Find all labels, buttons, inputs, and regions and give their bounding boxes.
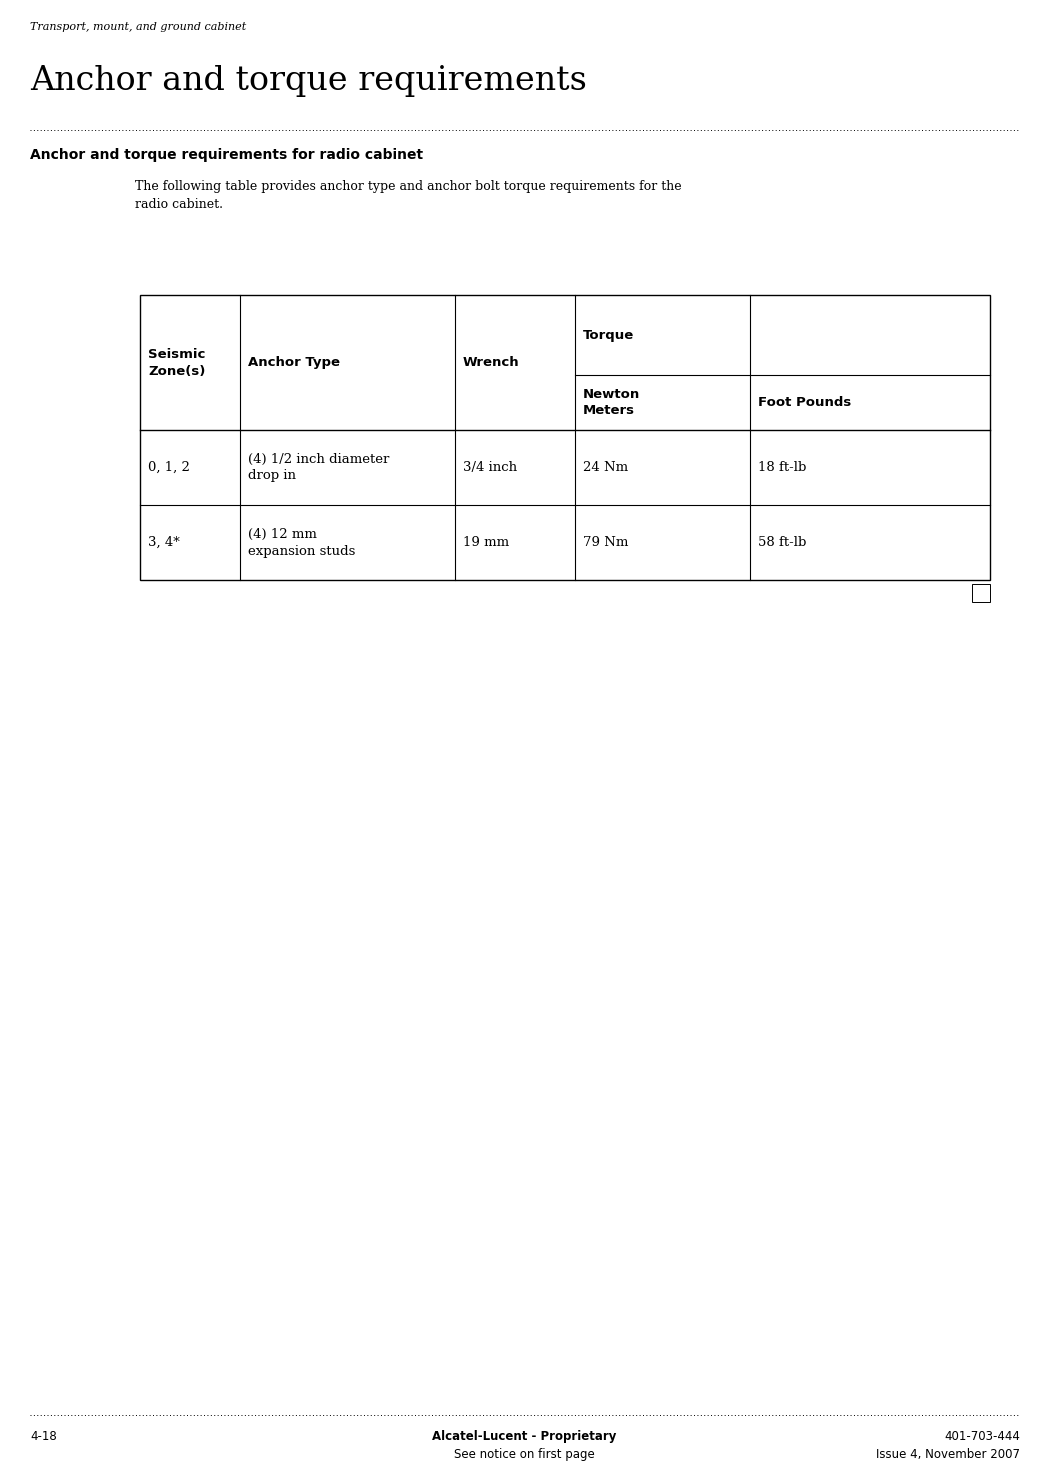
Text: Anchor and torque requirements: Anchor and torque requirements — [30, 65, 586, 97]
Text: (4) 12 mm
expansion studs: (4) 12 mm expansion studs — [248, 527, 356, 558]
Bar — [972, 584, 990, 602]
Text: Issue 4, November 2007: Issue 4, November 2007 — [876, 1448, 1020, 1462]
Text: 401-703-444: 401-703-444 — [944, 1429, 1020, 1443]
Text: Foot Pounds: Foot Pounds — [758, 396, 851, 409]
Text: 19 mm: 19 mm — [463, 536, 509, 549]
Text: 79 Nm: 79 Nm — [583, 536, 628, 549]
Text: Transport, mount, and ground cabinet: Transport, mount, and ground cabinet — [30, 22, 247, 32]
Text: 4-18: 4-18 — [30, 1429, 57, 1443]
Text: (4) 1/2 inch diameter
drop in: (4) 1/2 inch diameter drop in — [248, 452, 389, 483]
Text: See notice on first page: See notice on first page — [453, 1448, 595, 1462]
Text: The following table provides anchor type and anchor bolt torque requirements for: The following table provides anchor type… — [135, 180, 682, 193]
Text: 3, 4*: 3, 4* — [148, 536, 179, 549]
Text: Anchor Type: Anchor Type — [248, 356, 340, 369]
Text: 24 Nm: 24 Nm — [583, 461, 628, 474]
Text: Newton
Meters: Newton Meters — [583, 387, 640, 418]
Text: Alcatel-Lucent - Proprietary: Alcatel-Lucent - Proprietary — [432, 1429, 616, 1443]
Text: Anchor and torque requirements for radio cabinet: Anchor and torque requirements for radio… — [30, 149, 423, 162]
Text: Torque: Torque — [583, 328, 635, 342]
Text: 0, 1, 2: 0, 1, 2 — [148, 461, 190, 474]
Text: 58 ft-lb: 58 ft-lb — [758, 536, 807, 549]
Text: radio cabinet.: radio cabinet. — [135, 199, 223, 210]
Bar — [140, 294, 990, 580]
Text: 18 ft-lb: 18 ft-lb — [758, 461, 807, 474]
Text: Wrench: Wrench — [463, 356, 519, 369]
Text: Seismic
Zone(s): Seismic Zone(s) — [148, 347, 206, 377]
Text: 3/4 inch: 3/4 inch — [463, 461, 517, 474]
